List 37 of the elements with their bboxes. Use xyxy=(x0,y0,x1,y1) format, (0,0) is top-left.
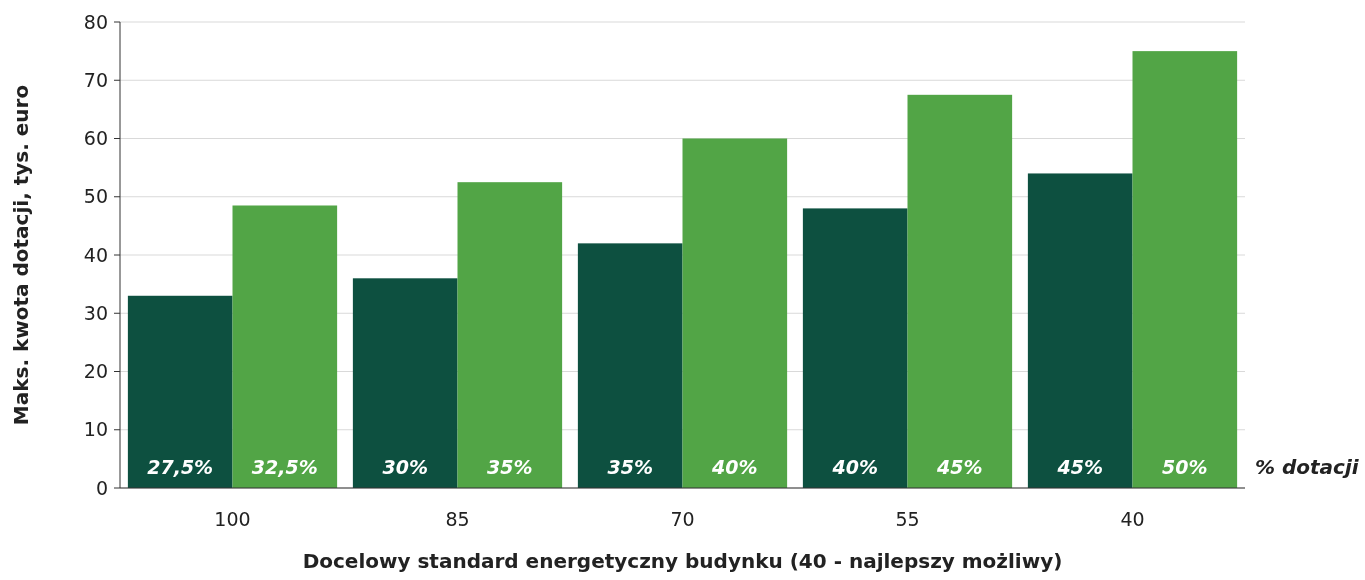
text: % dotacji xyxy=(1255,455,1360,479)
y-tick-label: 0 xyxy=(95,476,108,499)
y-tick-label: 30 xyxy=(83,301,108,324)
x-tick-label: 55 xyxy=(895,508,920,530)
bar xyxy=(1132,51,1238,488)
annotation: 40% xyxy=(831,456,878,478)
bar xyxy=(232,205,338,488)
bar xyxy=(682,138,788,488)
bar xyxy=(127,295,233,488)
bar xyxy=(577,243,683,488)
y-tick-label: 70 xyxy=(83,68,108,91)
x-tick-label: 85 xyxy=(445,508,470,530)
bar xyxy=(352,278,458,488)
bar xyxy=(1027,173,1133,488)
x-tick-label: 40 xyxy=(1120,508,1145,530)
y-tick-label: 10 xyxy=(83,418,108,441)
y-tick-label: 50 xyxy=(83,185,108,208)
x-tick-label: 70 xyxy=(670,508,695,530)
y-tick-label: 40 xyxy=(83,243,108,266)
y-axis-title: Maks. kwota dotacji, tys. euro xyxy=(9,84,33,426)
annotation: 27,5% xyxy=(147,456,214,478)
bar xyxy=(802,208,908,488)
bar xyxy=(907,94,1013,488)
annotation: 50% xyxy=(1162,456,1208,478)
y-tick-label: 20 xyxy=(83,360,108,383)
bar xyxy=(457,182,563,488)
x-axis-title: Docelowy standard energetyczny budynku (40 - najlepszy możliwy) xyxy=(302,549,1063,573)
annotation: 40% xyxy=(711,456,758,478)
y-tick-label: 80 xyxy=(83,10,108,33)
annotation: 32,5% xyxy=(251,456,318,478)
y-tick-label: 60 xyxy=(83,127,108,150)
annotation: 45% xyxy=(936,456,983,478)
annotation: 45% xyxy=(1056,456,1103,478)
annotation: 35% xyxy=(487,456,533,478)
x-tick-label: 100 xyxy=(214,508,251,530)
annotation: 35% xyxy=(607,456,653,478)
annotation: 30% xyxy=(382,456,428,478)
